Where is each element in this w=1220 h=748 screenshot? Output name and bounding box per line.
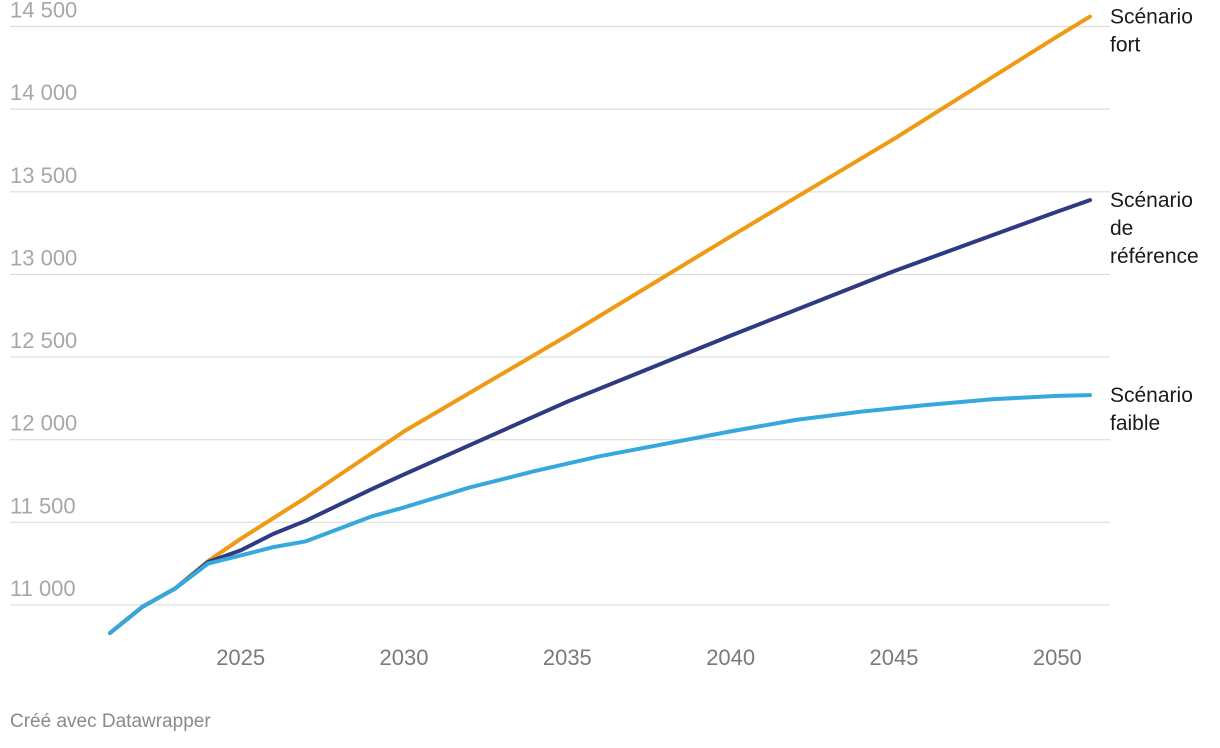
series-label-fort: Scénario fort xyxy=(1110,6,1193,57)
series-line-faible xyxy=(108,393,1092,635)
y-tick-label: 12 000 xyxy=(10,411,77,436)
y-tick-label: 13 000 xyxy=(10,245,77,270)
x-tick-label: 2030 xyxy=(380,645,429,670)
x-tick-label: 2040 xyxy=(706,645,755,670)
series-line-reference xyxy=(108,198,1092,635)
y-axis-ticks: 11 000 11 500 12 000 12 500 13 000 13 500 14 0… xyxy=(10,0,77,601)
y-tick-label: 11 000 xyxy=(10,576,76,601)
x-axis-ticks: 2025 2030 2035 2040 2045 2050 xyxy=(216,645,1082,670)
y-tick-label: 14 000 xyxy=(10,80,77,105)
line-chart: 11 000 11 500 12 000 12 500 13 000 13 500 14 0… xyxy=(10,0,1199,670)
series-label-line: Scénario xyxy=(1110,384,1193,407)
x-tick-label: 2050 xyxy=(1033,645,1082,670)
series-label-line: de xyxy=(1110,217,1133,240)
series-label-line: Scénario xyxy=(1110,189,1193,212)
series-label-line: faible xyxy=(1110,412,1160,435)
x-tick-label: 2035 xyxy=(543,645,592,670)
series-label-reference: Scénario de référence xyxy=(1110,189,1199,268)
series-label-faible: Scénario faible xyxy=(1110,384,1193,435)
y-tick-label: 14 500 xyxy=(10,0,77,23)
y-tick-label: 11 500 xyxy=(10,493,76,518)
x-tick-label: 2045 xyxy=(870,645,919,670)
y-tick-label: 12 500 xyxy=(10,328,77,353)
gridlines xyxy=(10,25,1110,606)
series-lines xyxy=(108,14,1092,635)
x-tick-label: 2025 xyxy=(216,645,265,670)
series-label-line: Scénario xyxy=(1110,6,1193,29)
series-label-line: référence xyxy=(1110,245,1199,268)
series-labels: Scénario fort Scénario de référence Scénario f… xyxy=(1110,6,1199,435)
credit-text: Créé avec Datawrapper xyxy=(10,711,211,732)
series-label-line: fort xyxy=(1110,34,1141,57)
y-tick-label: 13 500 xyxy=(10,163,77,188)
